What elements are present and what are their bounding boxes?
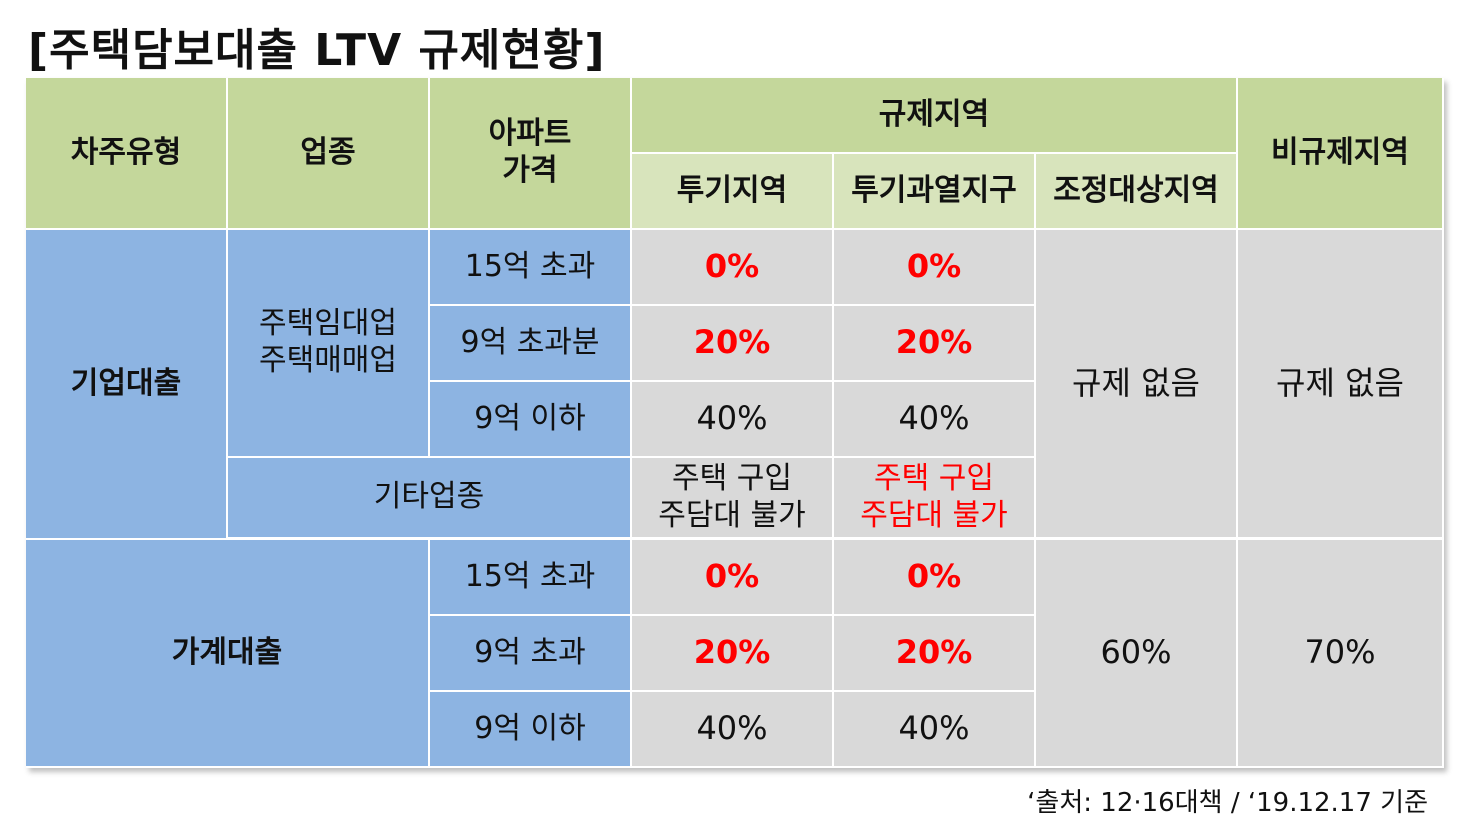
household-price-row-3: 9억 이하 <box>430 692 632 768</box>
corporate-speculation-row-2: 20% <box>632 306 834 382</box>
household-overheated-row-3: 40% <box>834 692 1036 768</box>
corporate-price-row-2: 9억 초과분 <box>430 306 632 382</box>
header-overheated-district: 투기과열지구 <box>834 154 1036 230</box>
household-speculation-row-3: 40% <box>632 692 834 768</box>
source-note: ‘출처: 12·16대책 / ‘19.12.17 기준 <box>1027 788 1428 818</box>
ltv-regulation-table: 차주유형 업종 아파트 가격 규제지역 비규제지역 투기지역 투기과열지구 조정… <box>26 78 1444 768</box>
header-borrower-type: 차주유형 <box>26 78 228 230</box>
household-overheated-row-2: 20% <box>834 616 1036 692</box>
corporate-other-industry: 기타업종 <box>228 458 632 540</box>
page-title: [주택담보대출 LTV 규제현황] <box>28 25 606 76</box>
corporate-speculation-row-1: 0% <box>632 230 834 306</box>
header-speculation-area: 투기지역 <box>632 154 834 230</box>
corporate-adjustment-value: 규제 없음 <box>1036 230 1238 540</box>
household-overheated-row-1: 0% <box>834 540 1036 616</box>
header-apt-price: 아파트 가격 <box>430 78 632 230</box>
household-speculation-row-2: 20% <box>632 616 834 692</box>
header-adjustment-area: 조정대상지역 <box>1036 154 1238 230</box>
corporate-overheated-row-2: 20% <box>834 306 1036 382</box>
household-price-row-1: 15억 초과 <box>430 540 632 616</box>
household-adjustment-value: 60% <box>1036 540 1238 768</box>
corporate-overheated-row-1: 0% <box>834 230 1036 306</box>
corporate-overheated-row-3: 40% <box>834 382 1036 458</box>
household-price-row-2: 9억 초과 <box>430 616 632 692</box>
header-non-regulated-area: 비규제지역 <box>1238 78 1444 230</box>
household-loan-label: 가계대출 <box>26 540 430 768</box>
household-non-regulated-value: 70% <box>1238 540 1444 768</box>
corporate-non-regulated-value: 규제 없음 <box>1238 230 1444 540</box>
header-regulated-area: 규제지역 <box>632 78 1238 154</box>
corporate-other-speculation: 주택 구입 주담대 불가 <box>632 458 834 540</box>
corporate-price-row-3: 9억 이하 <box>430 382 632 458</box>
corporate-loan-label: 기업대출 <box>26 230 228 540</box>
corporate-speculation-row-3: 40% <box>632 382 834 458</box>
household-speculation-row-1: 0% <box>632 540 834 616</box>
corporate-rental-sales-industry: 주택임대업 주택매매업 <box>228 230 430 458</box>
corporate-price-row-1: 15억 초과 <box>430 230 632 306</box>
header-industry: 업종 <box>228 78 430 230</box>
corporate-other-overheated: 주택 구입 주담대 불가 <box>834 458 1036 540</box>
